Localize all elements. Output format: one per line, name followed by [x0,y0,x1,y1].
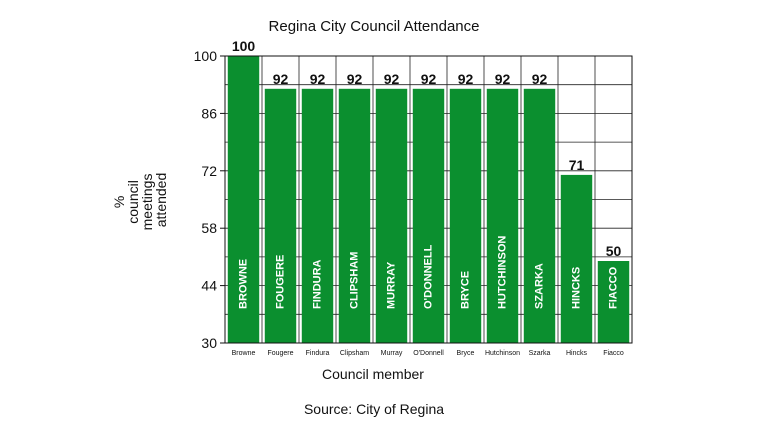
x-category-label: Findura [306,350,330,357]
bar-value-label: 92 [347,71,363,87]
bar-name-label: HINCKS [570,267,582,309]
x-axis-categories: Browne Fougere Findura Clipsham Murray O'Donn… [232,350,624,357]
y-axis-label: % council meetings attended [111,170,169,231]
bar-value-label: 100 [232,38,256,54]
x-category-label: Fougere [267,350,293,357]
y-tick-label: 44 [201,278,217,294]
y-axis-label-line: % [111,196,127,208]
bar-value-label: 50 [606,243,622,259]
bar-name-label: CLIPSHAM [348,252,360,309]
y-tick-label: 72 [201,163,217,179]
y-axis-label-line: attended [153,173,169,228]
bar-value-label: 92 [273,71,289,87]
x-category-label: Clipsham [340,350,369,357]
bar-value-label: 92 [532,71,548,87]
bar-name-label: FINDURA [311,259,323,309]
x-category-label: Fiacco [603,350,624,357]
bar [486,88,519,343]
bar-value-label: 92 [421,71,437,87]
chart-title: Regina City Council Attendance [269,18,480,35]
bar [264,88,297,343]
x-category-label: Szarka [529,350,551,357]
x-category-label: Bryce [457,350,475,357]
y-tick-label: 100 [194,48,218,64]
bar-name-label: BRYCE [459,271,471,309]
source-note: Source: City of Regina [304,401,444,417]
bar-name-label: MURRAY [385,261,397,309]
bar [523,88,556,343]
x-category-label: Murray [381,350,403,357]
bar-value-label: 92 [458,71,474,87]
bar-name-label: FOUGERE [274,255,286,309]
x-axis-label: Council member [322,366,424,382]
bar-name-label: O'DONNELL [422,244,434,309]
bars: 100 BROWNE 92 FOUGERE 92 FINDURA 92 CLIPSHAM 92 M… [227,38,630,343]
bar-value-label: 92 [495,71,511,87]
bar [597,261,630,343]
bar [338,88,371,343]
x-category-label: O'Donnell [413,350,444,357]
bar [375,88,408,343]
y-axis-label-line: meetings [139,174,155,231]
x-category-label: Hutchinson [485,350,520,357]
y-axis-label-line: council [125,180,141,224]
bar [412,88,445,343]
y-axis-ticks: 100 86 72 58 44 30 [194,48,225,351]
bar [227,56,260,343]
y-tick-label: 30 [201,335,217,351]
bar-value-label: 71 [569,157,585,173]
bar-value-label: 92 [384,71,400,87]
bar-name-label: SZARKA [533,263,545,309]
bar-name-label: BROWNE [237,259,249,309]
plot-frame [224,55,633,344]
bar [301,88,334,343]
bar [449,88,482,343]
bar [560,174,593,343]
bar-name-label: FIACCO [607,266,619,309]
x-category-label: Browne [232,350,256,357]
bar-value-label: 92 [310,71,326,87]
y-tick-label: 58 [201,220,217,236]
bar-name-label: HUTCHINSON [496,236,508,309]
x-category-label: Hincks [566,350,588,357]
y-tick-label: 86 [201,105,217,121]
